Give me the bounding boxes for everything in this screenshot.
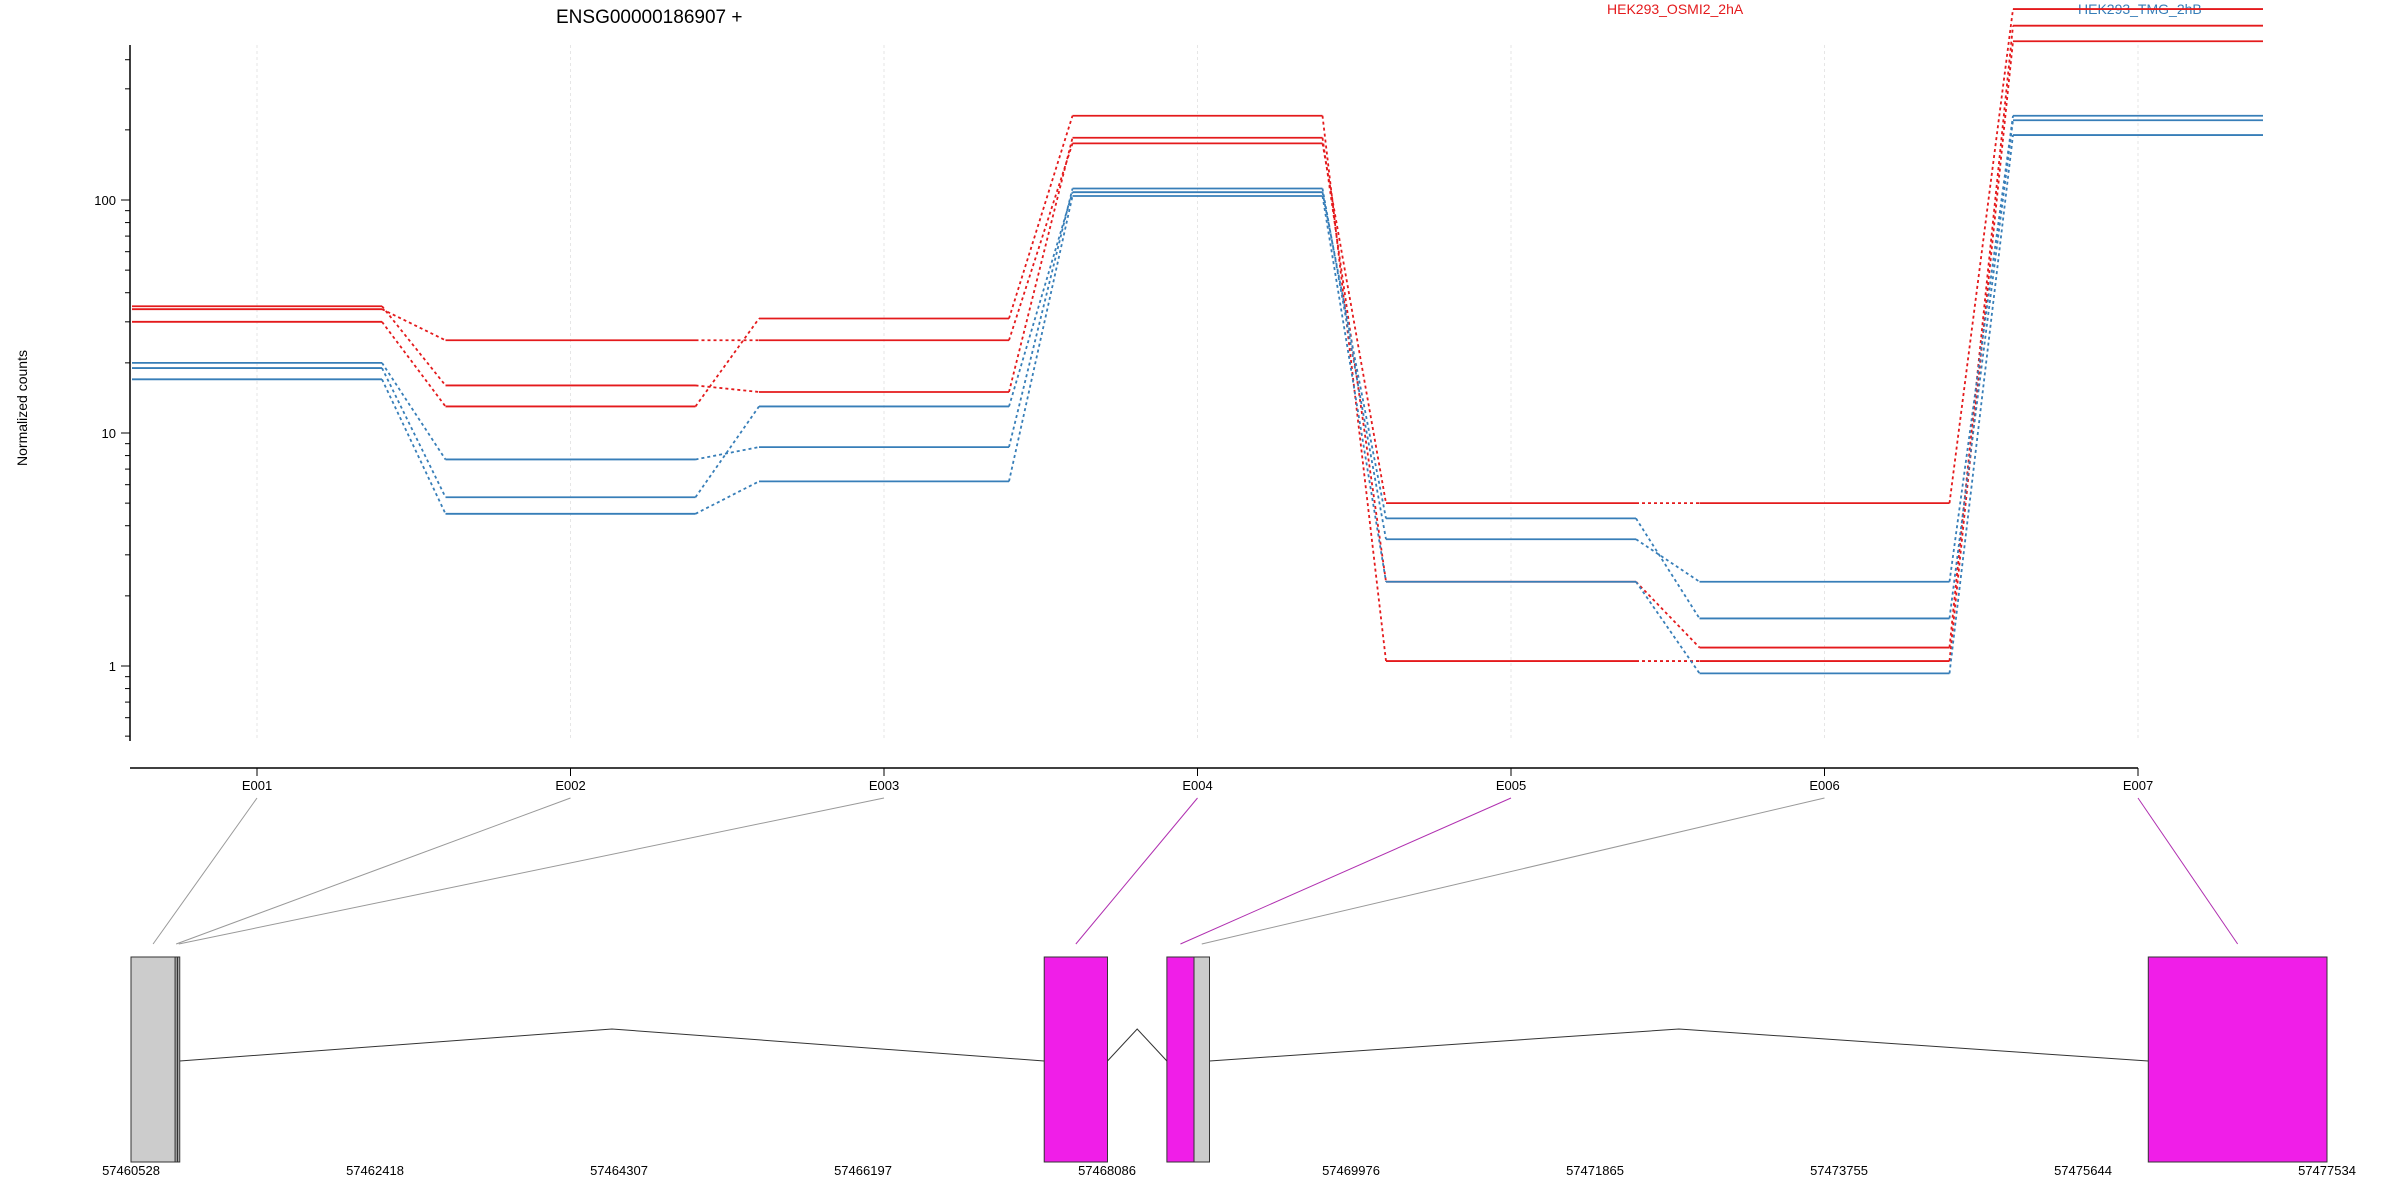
coord-tick-label: 57462418 [346, 1163, 404, 1178]
data-connector [381, 362, 447, 460]
x-tick-label-e003: E003 [869, 778, 899, 793]
series-line [132, 40, 2263, 662]
data-connector [1635, 538, 1701, 583]
coord-tick-label: 57469976 [1322, 1163, 1380, 1178]
y-tick-label: 10 [102, 426, 116, 441]
x-tick-label-e007: E007 [2123, 778, 2153, 793]
connector-e007 [2137, 797, 2239, 945]
data-connector [381, 308, 446, 342]
intron-line [179, 1028, 1045, 1062]
data-connector [695, 480, 760, 515]
x-tick-label-e001: E001 [242, 778, 272, 793]
series-line [132, 8, 2263, 505]
intron-line [1107, 1028, 1168, 1062]
gene-model: 57460528 57462418 57464307 57466197 57468086… [102, 956, 2356, 1178]
exon-bin-e005 [1166, 956, 1195, 1163]
connector-e001 [152, 797, 258, 945]
data-connector [1948, 41, 2014, 662]
data-connector [1948, 120, 2014, 619]
data-connector [1008, 137, 1074, 393]
data-connector [694, 405, 760, 498]
data-connector [1008, 195, 1074, 482]
coord-tick-label: 57475644 [2054, 1163, 2112, 1178]
exon-axis: E001 E002 E003 E004 E005 E006 E007 [130, 767, 2153, 793]
data-connector [1321, 143, 1387, 504]
series-layer [132, 8, 2263, 675]
connector-e003 [178, 797, 885, 945]
data-connector [381, 378, 447, 515]
data-connector [381, 367, 447, 498]
data-connector [1008, 115, 1074, 319]
exon-bin-e003 [177, 956, 181, 1163]
series-line [132, 119, 2263, 620]
x-tick-label-e006: E006 [1809, 778, 1839, 793]
data-connector [1008, 188, 1074, 448]
data-connector [1321, 192, 1387, 519]
exon-connectors [152, 797, 2239, 945]
y-tick-label: 100 [94, 193, 116, 208]
data-connector [1008, 191, 1074, 407]
series-line [132, 114, 2263, 583]
y-axis-label: Normalized counts [14, 350, 30, 466]
data-connector [694, 317, 760, 407]
coord-tick-label: 57460528 [102, 1163, 160, 1178]
data-connector [381, 321, 447, 407]
connector-e005 [1180, 797, 1512, 945]
data-connector [1321, 115, 1387, 662]
coord-tick-label: 57477534 [2298, 1163, 2356, 1178]
data-connector [1321, 195, 1387, 582]
data-connector [381, 305, 447, 387]
data-connector [1948, 115, 2014, 582]
x-tick-label-e004: E004 [1182, 778, 1212, 793]
exon-bin-e002 [174, 956, 178, 1163]
y-axis: 1 10 100 [94, 45, 131, 741]
vertical-gridlines [256, 45, 2139, 741]
connector-e004 [1075, 797, 1198, 945]
connector-e006 [1201, 797, 1825, 945]
data-connector [1948, 134, 2014, 674]
coord-tick-label: 57468086 [1078, 1163, 1136, 1178]
exon-bin-e006 [1193, 956, 1211, 1163]
coord-tick-label: 57464307 [590, 1163, 648, 1178]
data-connector [1948, 8, 2014, 504]
data-connector [1635, 581, 1701, 674]
legend-condition-a: HEK293_OSMI2_2hA [1607, 1, 1744, 17]
chart-title: ENSG00000186907 + [556, 7, 742, 28]
x-tick-label-e005: E005 [1496, 778, 1526, 793]
coord-tick-label: 57471865 [1566, 1163, 1624, 1178]
coord-tick-label: 57466197 [834, 1163, 892, 1178]
data-connector [1008, 143, 1074, 341]
connector-e002 [175, 797, 571, 945]
exon-bin-e001 [130, 956, 176, 1163]
intron-line [1209, 1028, 2149, 1062]
exon-bin-e007 [2147, 956, 2328, 1163]
series-line [132, 134, 2263, 675]
y-tick-label: 1 [109, 659, 116, 674]
exon-bin-e004 [1043, 956, 1108, 1163]
data-connector [1948, 25, 2014, 648]
data-connector [1635, 581, 1701, 649]
x-tick-label-e002: E002 [555, 778, 585, 793]
coord-tick-label: 57473755 [1810, 1163, 1868, 1178]
data-connector [695, 384, 760, 393]
data-connector [1635, 517, 1701, 619]
